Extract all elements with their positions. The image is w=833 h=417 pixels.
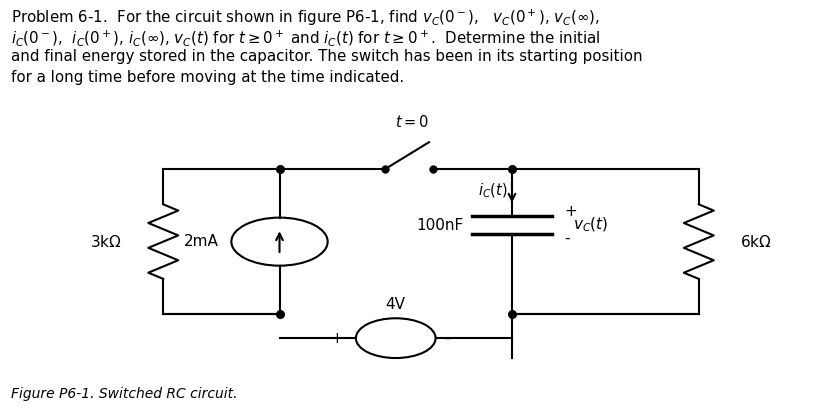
Text: $i_C(t)$: $i_C(t)$ [478, 181, 508, 200]
Text: Figure P6-1. Switched RC circuit.: Figure P6-1. Switched RC circuit. [12, 387, 238, 401]
Text: for a long time before moving at the time indicated.: for a long time before moving at the tim… [12, 70, 405, 85]
Text: and final energy stored in the capacitor. The switch has been in its starting po: and final energy stored in the capacitor… [12, 49, 643, 64]
Text: 2mA: 2mA [184, 234, 219, 249]
Text: Problem 6-1.  For the circuit shown in figure P6-1, find $v_C(0^-)$,   $v_C(0^+): Problem 6-1. For the circuit shown in fi… [12, 8, 600, 28]
Text: $t = 0$: $t = 0$ [396, 114, 429, 130]
Text: 6k$\Omega$: 6k$\Omega$ [741, 234, 772, 250]
Text: +: + [331, 331, 343, 346]
Text: +: + [564, 204, 577, 219]
Text: 4V: 4V [386, 297, 406, 312]
Text: 3k$\Omega$: 3k$\Omega$ [90, 234, 122, 250]
Text: -: - [564, 231, 570, 246]
Text: 100nF: 100nF [416, 218, 464, 233]
Text: $i_C(0^-)$,  $i_C(0^+)$, $i_C(\infty)$, $v_C(t)$ for $t \geq 0^+$ and $i_C(t)$ f: $i_C(0^-)$, $i_C(0^+)$, $i_C(\infty)$, $… [12, 28, 601, 48]
Text: $v_C(t)$: $v_C(t)$ [572, 216, 608, 234]
Text: -: - [444, 331, 449, 346]
